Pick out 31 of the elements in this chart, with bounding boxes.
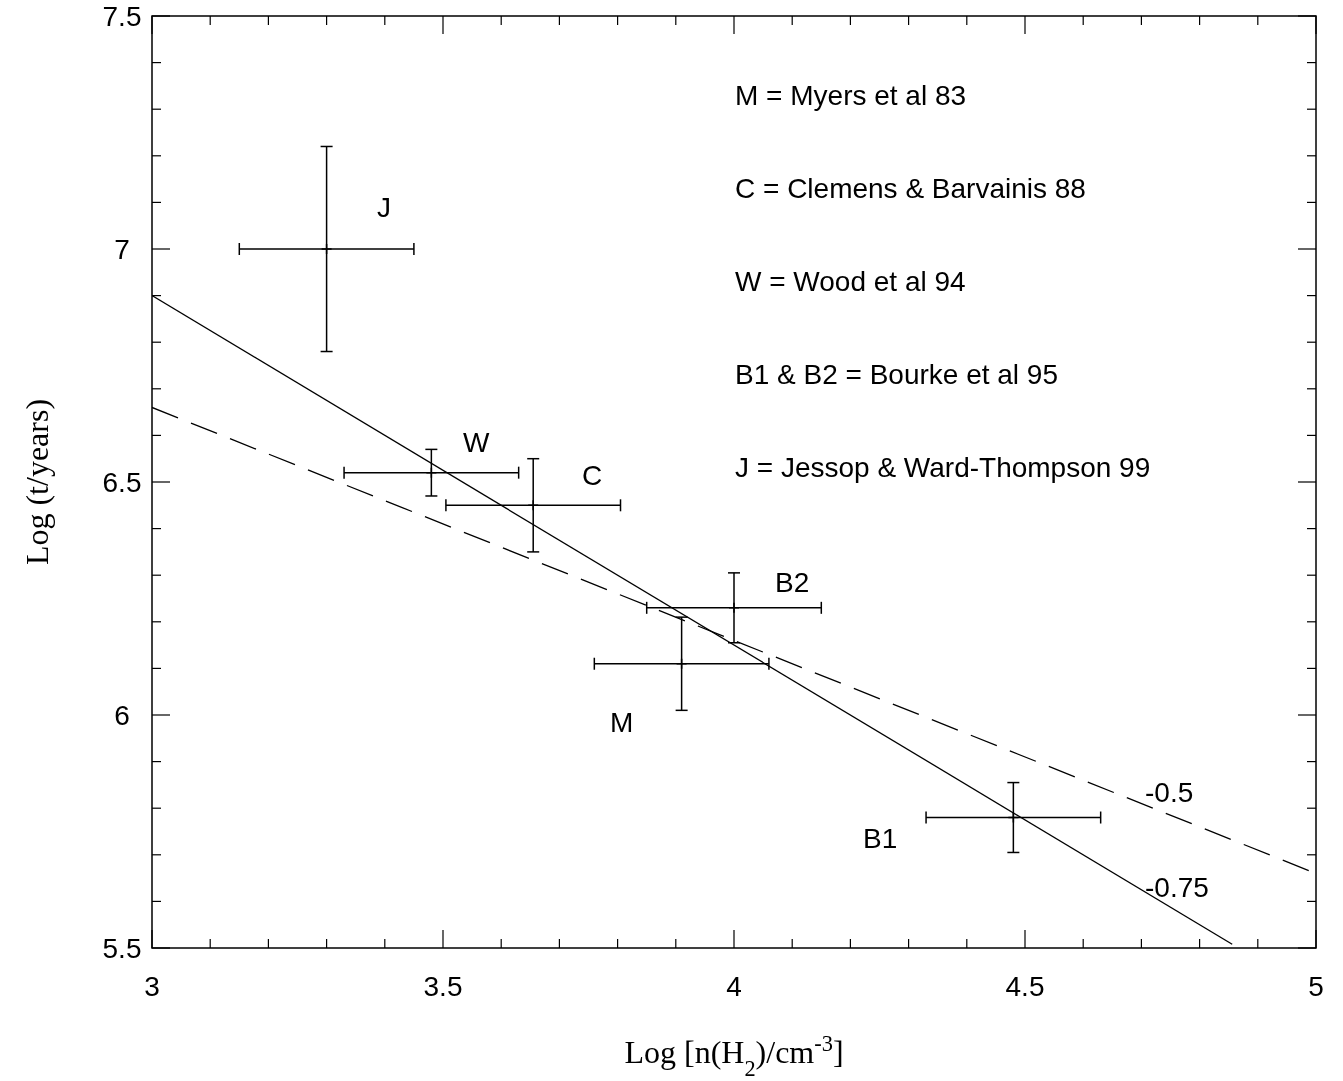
point [675,657,688,670]
y-tick-label: 6.5 [102,467,142,498]
annotation: B2 [775,567,810,598]
x-tick-label: 3 [144,971,160,1002]
annotation: W [463,427,490,458]
annotation: J [377,192,391,223]
annotation: W = Wood et al 94 [735,266,966,297]
annotation: M = Myers et al 83 [735,80,967,111]
x-tick-label: 4 [726,971,742,1002]
x-axis-title: Log [n(H$_{2}$)/cm$^{-3}$] [624,1030,844,1081]
x-tick-label: 4.5 [1005,971,1045,1002]
annotation: M [610,707,634,738]
annotation: C [582,460,603,491]
x-tick-label: 3.5 [423,971,463,1002]
annotation: -0.75 [1145,872,1209,903]
x-tick-label: 5 [1308,971,1324,1002]
point [527,499,539,512]
y-tick-label: 7 [114,234,130,265]
y-tick-label: 5.5 [102,933,142,964]
annotation: B1 [863,823,898,854]
y-tick-label: 7.5 [102,1,142,32]
point [728,602,740,614]
annotation: B1 & B2 = Bourke et al 95 [735,359,1058,390]
y-tick-label: 6 [114,700,130,731]
point [320,243,333,255]
point [1007,811,1020,824]
y-axis-title: Log (t/years) [19,398,55,566]
annotation: J = Jessop & Ward-Thompson 99 [735,452,1151,483]
annotation: -0.5 [1145,777,1194,808]
annotation: C = Clemens & Barvainis 88 [735,173,1086,204]
point [425,466,438,479]
